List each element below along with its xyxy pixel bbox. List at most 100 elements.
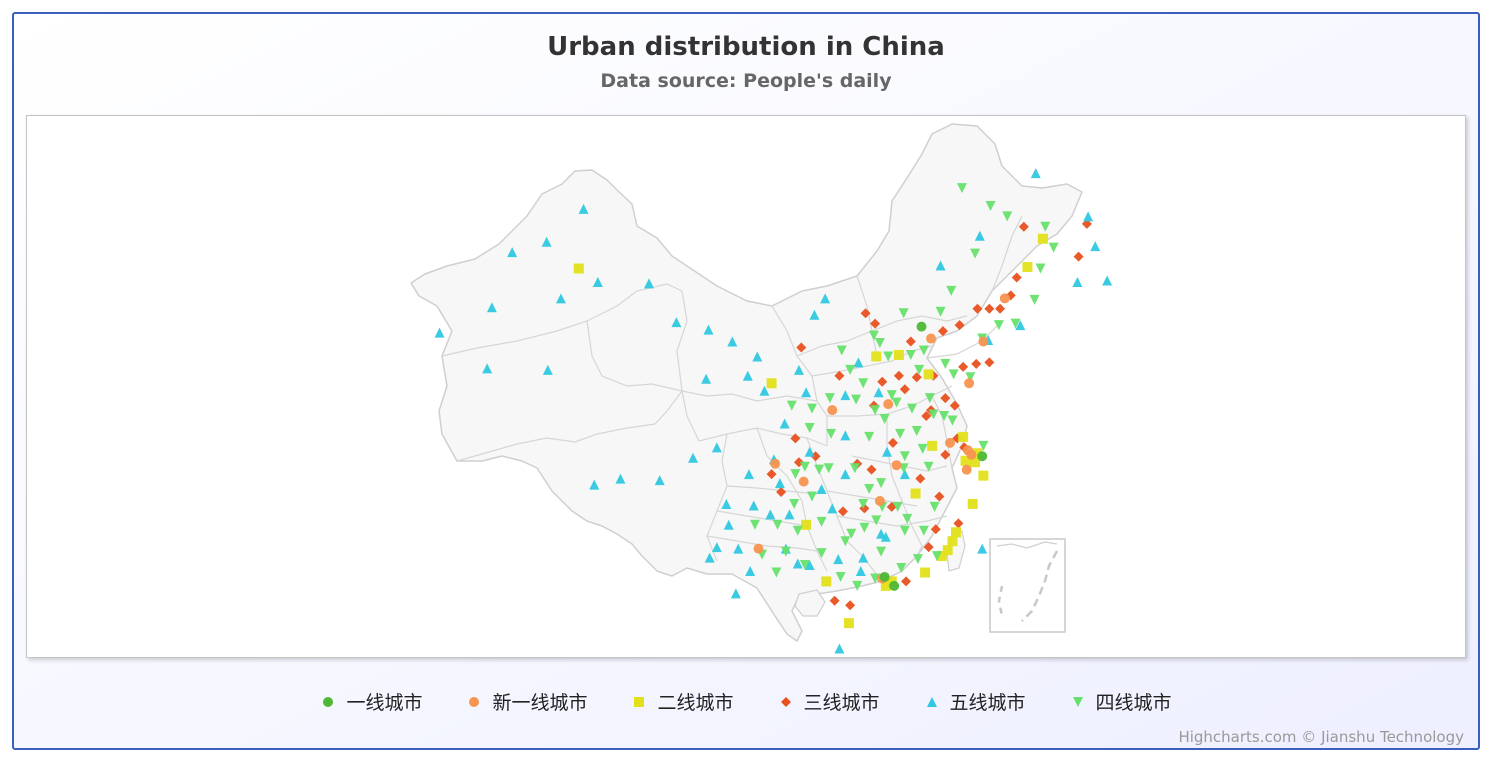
city-point-2-6[interactable] [923,369,934,380]
city-point-5-56[interactable] [1029,294,1040,305]
city-point-5-25[interactable] [912,554,923,565]
city-point-4-52[interactable] [1083,211,1094,222]
city-point-1-1[interactable] [798,476,809,487]
city-point-5-4[interactable] [886,390,897,401]
city-point-5-61[interactable] [985,200,996,211]
city-point-2-21[interactable] [920,567,931,578]
city-point-4-31[interactable] [804,560,815,571]
city-point-5-30[interactable] [816,548,827,559]
city-point-5-51[interactable] [948,369,959,380]
city-point-5-45[interactable] [874,338,885,349]
city-point-2-3[interactable] [766,378,777,389]
city-point-5-17[interactable] [858,498,869,509]
city-point-3-46[interactable] [860,308,871,319]
city-point-2-0[interactable] [573,263,584,274]
city-point-5-70[interactable] [978,440,989,451]
city-point-0-0[interactable] [916,321,927,332]
city-point-5-50[interactable] [940,358,951,369]
city-point-4-34[interactable] [880,531,891,542]
city-point-2-12[interactable] [843,618,854,629]
city-point-4-19[interactable] [779,418,790,429]
city-point-4-36[interactable] [834,643,845,654]
city-point-1-4[interactable] [891,460,902,471]
city-point-5-83[interactable] [807,491,818,502]
city-point-2-7[interactable] [978,470,989,481]
city-point-4-63[interactable] [840,469,851,480]
city-point-3-33[interactable] [930,524,941,535]
city-point-5-26[interactable] [896,563,907,574]
city-point-5-31[interactable] [799,560,810,571]
city-point-5-46[interactable] [898,308,909,319]
city-point-3-49[interactable] [911,372,922,383]
city-point-3-45[interactable] [796,342,807,353]
city-point-2-8[interactable] [967,498,978,509]
city-point-2-18[interactable] [880,580,891,591]
city-point-4-27[interactable] [704,552,715,563]
city-point-4-35[interactable] [855,566,866,576]
city-point-3-4[interactable] [940,393,951,404]
legend-item-1[interactable]: 新一线城市 [466,688,587,715]
city-point-5-0[interactable] [883,351,894,362]
city-point-1-3[interactable] [945,437,956,448]
city-point-4-54[interactable] [935,260,946,271]
city-point-5-60[interactable] [1002,211,1013,222]
city-point-5-78[interactable] [771,567,782,578]
city-point-3-37[interactable] [845,600,856,611]
city-point-3-47[interactable] [1018,221,1029,232]
city-point-4-67[interactable] [882,446,892,457]
city-point-5-42[interactable] [824,393,835,404]
city-point-3-38[interactable] [829,595,840,606]
city-point-5-54[interactable] [993,320,1004,331]
city-point-5-76[interactable] [870,405,881,416]
city-point-5-16[interactable] [864,484,875,495]
city-point-5-82[interactable] [749,519,760,530]
city-point-3-48[interactable] [995,303,1006,314]
city-point-4-50[interactable] [578,203,589,214]
city-point-5-65[interactable] [899,525,910,536]
city-point-3-44[interactable] [834,370,845,381]
legend-item-3[interactable]: 三线城市 [778,688,880,715]
city-point-5-59[interactable] [1040,221,1051,232]
city-point-5-69[interactable] [935,306,946,317]
city-point-4-3[interactable] [507,247,518,258]
city-point-2-2[interactable] [1022,262,1033,273]
city-point-5-15[interactable] [876,478,887,489]
city-point-3-31[interactable] [1073,251,1084,262]
city-point-5-21[interactable] [892,501,903,512]
city-point-5-7[interactable] [911,425,922,436]
city-point-5-44[interactable] [836,345,847,356]
city-point-4-11[interactable] [654,475,665,486]
city-point-4-51[interactable] [820,293,831,304]
city-point-5-74[interactable] [879,414,890,425]
city-point-3-41[interactable] [790,433,801,444]
city-point-4-68[interactable] [899,469,910,480]
city-point-1-10[interactable] [978,336,989,347]
city-point-3-39[interactable] [776,487,787,498]
city-point-4-26[interactable] [730,588,741,599]
city-point-4-39[interactable] [1090,241,1101,252]
city-point-1-12[interactable] [999,293,1010,304]
city-point-4-38[interactable] [1072,276,1083,287]
city-point-5-58[interactable] [1048,242,1059,253]
city-point-2-4[interactable] [893,349,904,360]
city-point-2-11[interactable] [886,576,897,587]
city-point-3-22[interactable] [958,361,969,372]
city-point-3-24[interactable] [905,336,916,347]
city-point-4-64[interactable] [774,478,785,489]
city-point-4-21[interactable] [711,442,722,453]
city-point-4-16[interactable] [752,351,763,362]
city-point-4-59[interactable] [876,528,887,539]
city-point-3-2[interactable] [899,384,910,395]
city-point-3-25[interactable] [937,326,948,337]
city-point-2-19[interactable] [970,457,981,468]
city-point-4-17[interactable] [703,324,714,335]
city-point-2-22[interactable] [958,431,969,442]
city-point-2-14[interactable] [801,519,812,530]
city-point-3-11[interactable] [837,506,848,517]
city-point-5-73[interactable] [859,522,870,533]
city-point-3-8[interactable] [866,464,877,475]
city-point-5-49[interactable] [924,393,935,404]
city-point-5-8[interactable] [928,409,939,420]
city-point-4-56[interactable] [804,446,815,457]
city-point-4-44[interactable] [745,566,756,576]
